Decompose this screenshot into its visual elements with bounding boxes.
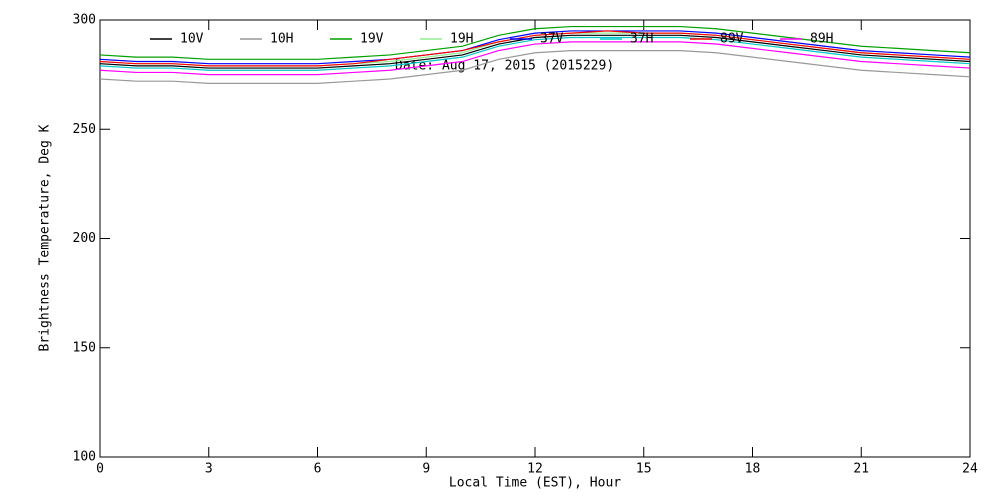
x-axis-label: Local Time (EST), Hour (449, 476, 621, 491)
x-tick-label: 15 (636, 462, 652, 477)
series-line (99, 34, 971, 69)
series-line (99, 49, 971, 84)
x-tick-label: 18 (745, 462, 761, 477)
series-line (99, 36, 971, 71)
legend-label: 19V (360, 32, 384, 47)
plot-frame (99, 19, 971, 458)
x-tick-label: 9 (422, 462, 430, 477)
legend-label: 89V (720, 32, 744, 47)
legend-label: 89H (810, 32, 833, 47)
x-tick-label: 0 (96, 462, 104, 477)
series-line (99, 25, 971, 60)
series-line (99, 41, 971, 76)
y-tick-label: 150 (73, 340, 96, 355)
annotation: Date: Aug 17, 2015 (2015229) (395, 59, 614, 74)
x-tick-label: 12 (527, 462, 543, 477)
legend-label: 37H (630, 32, 653, 47)
y-tick-label: 300 (73, 13, 96, 28)
legend-label: 37V (540, 32, 564, 47)
legend-label: 19H (450, 32, 473, 47)
series-line (99, 30, 971, 67)
x-tick-label: 3 (205, 462, 213, 477)
legend-label: 10H (270, 32, 293, 47)
legend-label: 10V (180, 32, 204, 47)
y-tick-label: 100 (73, 450, 96, 465)
x-tick-label: 21 (853, 462, 869, 477)
x-tick-label: 6 (314, 462, 322, 477)
x-tick-label: 24 (962, 462, 978, 477)
y-tick-label: 250 (73, 122, 96, 137)
series-line (99, 30, 971, 65)
y-axis-label: Brightness Temperature, Deg K (38, 124, 53, 351)
y-tick-label: 200 (73, 231, 96, 246)
